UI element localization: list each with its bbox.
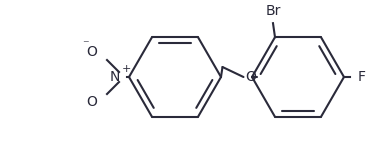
Text: F: F	[358, 70, 366, 84]
Text: ⁻: ⁻	[82, 38, 88, 51]
Text: N: N	[110, 70, 120, 84]
Text: Br: Br	[265, 4, 281, 18]
Text: O: O	[86, 45, 97, 59]
Text: O: O	[245, 70, 256, 84]
Text: +: +	[121, 64, 131, 74]
Text: O: O	[86, 95, 97, 109]
